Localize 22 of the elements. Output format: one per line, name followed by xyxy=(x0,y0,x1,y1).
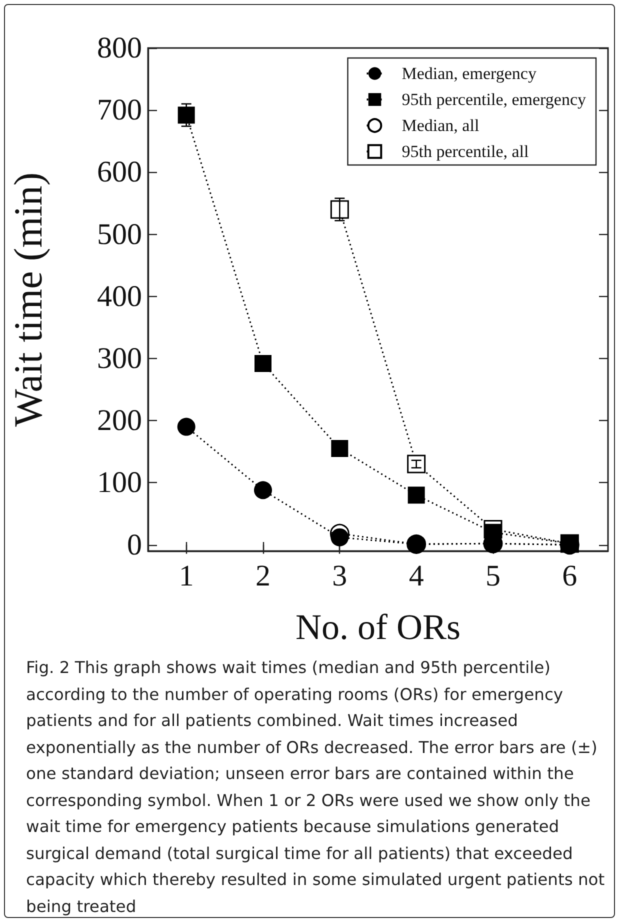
x-tick-label: 5 xyxy=(486,560,500,592)
x-axis-title: No. of ORs xyxy=(295,607,461,647)
x-tick-label: 4 xyxy=(408,560,424,592)
y-tick-label: 700 xyxy=(97,94,142,127)
legend-label: 95th percentile, all xyxy=(402,142,530,161)
x-tick-label: 3 xyxy=(332,560,348,592)
y-axis-title: Wait time (min) xyxy=(6,172,50,427)
y-tick-label: 400 xyxy=(97,280,142,313)
text: Fig. 2 This graph shows wait times (median and 95th percentile) according to the number of operating rooms (ORs) for emergency patients and for all patients combined. Wait times increased exponentially as the number of ORs decreased. The error bars are (±) one standard deviation; unseen error bars are contained within the corresponding symbol. When 1 or 2 ORs were used we show only the wait time for emergency patients because simulations generated surgical demand (total surgical time for all patients) that exceeded capacity which thereby resulted in some simulated urgent patients not being treated xyxy=(26,658,605,916)
y-tick-label: 600 xyxy=(97,156,142,189)
legend-label: Median, emergency xyxy=(402,64,537,83)
x-tick-label: 6 xyxy=(562,560,578,592)
x-tick-label: 2 xyxy=(256,560,270,592)
legend-label: Median, all xyxy=(402,116,480,135)
y-tick-label: 100 xyxy=(97,466,142,500)
y-tick-label: 200 xyxy=(97,404,142,438)
x-tick-label: 1 xyxy=(178,560,194,592)
legend-label: 95th percentile, emergency xyxy=(402,90,586,109)
y-tick-label: 300 xyxy=(97,342,142,375)
y-tick-label: 500 xyxy=(97,218,142,251)
y-tick-label: 800 xyxy=(97,32,142,64)
y-tick-label: 0 xyxy=(127,528,142,562)
